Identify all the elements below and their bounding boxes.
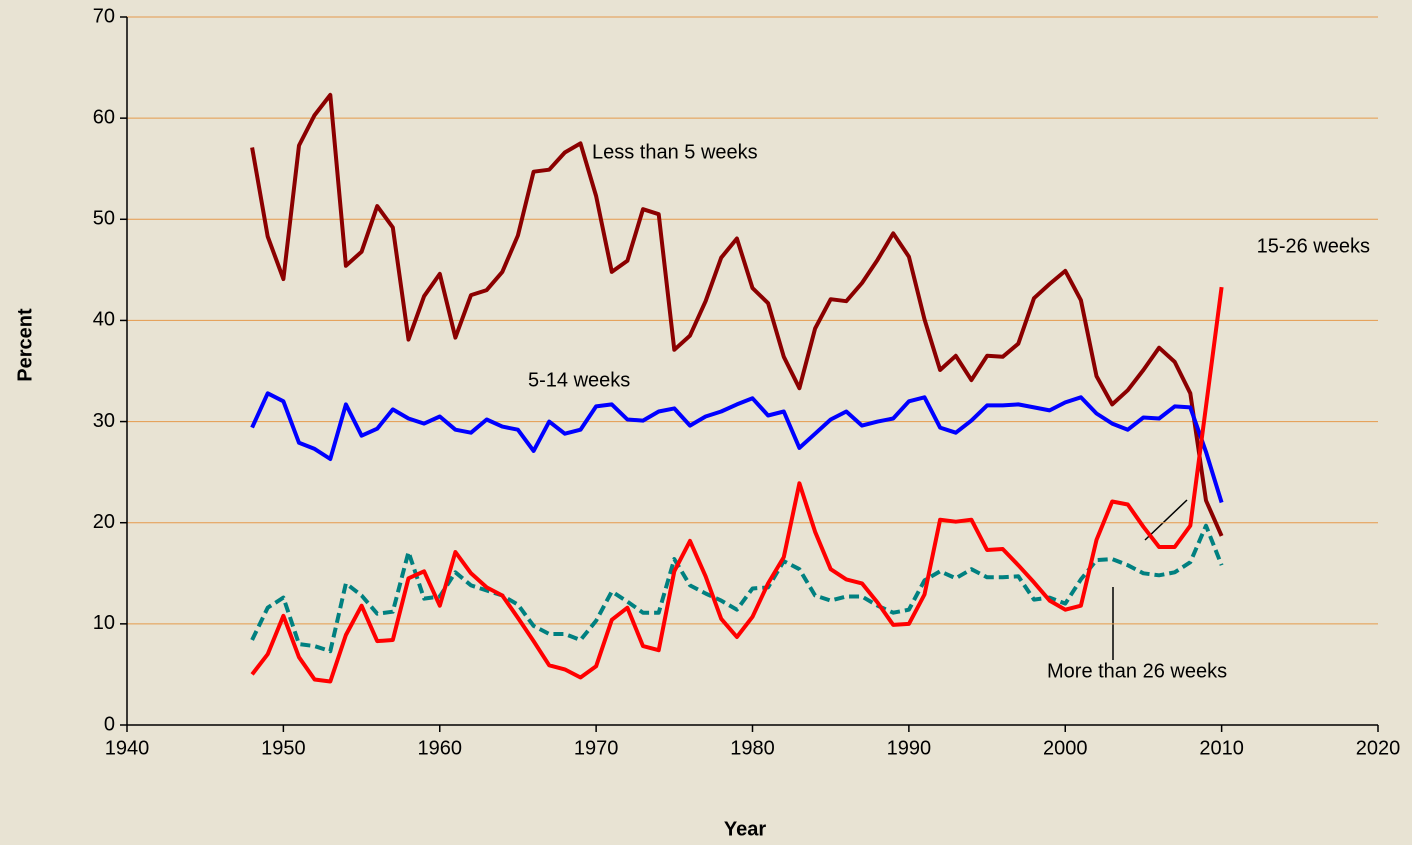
series-label: More than 26 weeks — [1047, 660, 1227, 682]
y-tick-label: 70 — [93, 5, 115, 27]
x-tick-label: 1970 — [574, 737, 619, 759]
y-tick-label: 20 — [93, 511, 115, 533]
x-tick-label: 2010 — [1199, 737, 1244, 759]
y-tick-label: 30 — [93, 410, 115, 432]
series-label: Less than 5 weeks — [592, 141, 758, 163]
x-tick-label: 2020 — [1356, 737, 1401, 759]
x-tick-label: 1960 — [418, 737, 463, 759]
y-tick-label: 0 — [104, 713, 115, 735]
series-line — [250, 92, 1224, 537]
y-axis-title: Percent — [14, 308, 36, 382]
series-label: 15-26 weeks — [1257, 235, 1370, 257]
x-axis-title: Year — [724, 818, 766, 840]
x-tick-label: 1990 — [887, 737, 932, 759]
pointer-line — [1144, 499, 1188, 541]
y-tick-label: 40 — [93, 309, 115, 331]
x-tick-label: 2000 — [1043, 737, 1088, 759]
y-tick-label: 50 — [93, 208, 115, 230]
x-tick-label: 1980 — [730, 737, 775, 759]
x-tick-label: 1940 — [105, 737, 150, 759]
series-line — [250, 523, 1224, 654]
series-line — [250, 391, 1224, 504]
series-label: 5-14 weeks — [528, 369, 630, 391]
y-tick-label: 60 — [93, 106, 115, 128]
series-line — [250, 286, 1224, 684]
x-tick-label: 1950 — [261, 737, 306, 759]
y-tick-label: 10 — [93, 612, 115, 634]
